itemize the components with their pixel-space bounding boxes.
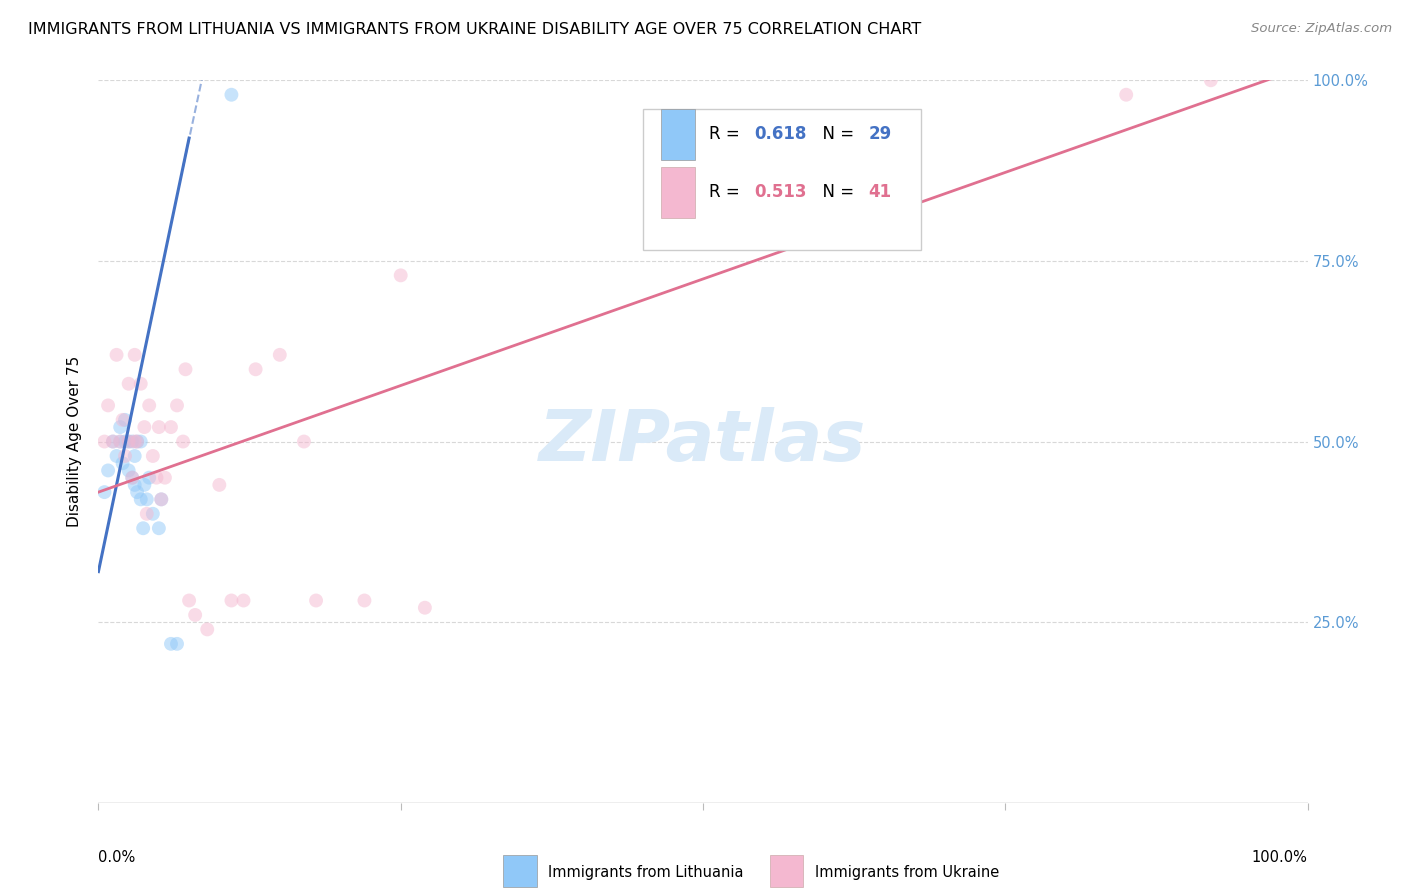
Point: [101, 434, 124, 449]
Text: IMMIGRANTS FROM LITHUANIA VS IMMIGRANTS FROM UKRAINE DISABILITY AGE OVER 75 CORR: IMMIGRANTS FROM LITHUANIA VS IMMIGRANTS …: [28, 22, 921, 37]
Point: [114, 449, 136, 463]
Point: [127, 434, 149, 449]
Point: [111, 456, 134, 470]
Point: [138, 470, 160, 484]
Point: [93, 434, 115, 449]
Point: [166, 637, 188, 651]
Point: [179, 593, 201, 607]
Point: [413, 600, 436, 615]
Text: N =: N =: [811, 183, 859, 202]
FancyBboxPatch shape: [661, 109, 695, 160]
Text: N =: N =: [811, 126, 859, 144]
FancyBboxPatch shape: [769, 855, 803, 888]
Point: [353, 593, 375, 607]
Point: [105, 348, 128, 362]
Point: [124, 478, 146, 492]
FancyBboxPatch shape: [661, 167, 695, 218]
Point: [145, 470, 167, 484]
Point: [195, 623, 218, 637]
Text: R =: R =: [709, 183, 745, 202]
Text: R =: R =: [709, 126, 745, 144]
Point: [127, 485, 149, 500]
Point: [269, 348, 291, 362]
Text: 0.618: 0.618: [754, 126, 806, 144]
Text: Immigrants from Lithuania: Immigrants from Lithuania: [548, 865, 744, 880]
Point: [121, 470, 143, 484]
Point: [1199, 73, 1222, 87]
Point: [135, 507, 157, 521]
Text: Source: ZipAtlas.com: Source: ZipAtlas.com: [1251, 22, 1392, 36]
Point: [114, 413, 136, 427]
Text: 0.513: 0.513: [754, 183, 806, 202]
Point: [129, 376, 152, 391]
Point: [108, 420, 131, 434]
Point: [142, 449, 165, 463]
Point: [138, 398, 160, 412]
Point: [118, 434, 141, 449]
Point: [166, 398, 188, 412]
Point: [150, 492, 173, 507]
Point: [134, 420, 156, 434]
Point: [142, 507, 165, 521]
Point: [93, 485, 115, 500]
Point: [232, 593, 254, 607]
Point: [118, 463, 141, 477]
Point: [108, 434, 131, 449]
Point: [172, 434, 194, 449]
Point: [160, 637, 183, 651]
Text: ZIPatlas: ZIPatlas: [540, 407, 866, 476]
Point: [150, 492, 173, 507]
FancyBboxPatch shape: [643, 109, 921, 250]
Point: [121, 470, 143, 484]
Point: [118, 434, 141, 449]
Text: Immigrants from Ukraine: Immigrants from Ukraine: [815, 865, 1000, 880]
Point: [174, 362, 197, 376]
Point: [292, 434, 315, 449]
Point: [97, 463, 120, 477]
Point: [305, 593, 328, 607]
Y-axis label: Disability Age Over 75: Disability Age Over 75: [67, 356, 83, 527]
Point: [124, 434, 146, 449]
Point: [124, 449, 146, 463]
Point: [111, 413, 134, 427]
Point: [129, 434, 152, 449]
Text: 0.0%: 0.0%: [98, 850, 135, 864]
Point: [245, 362, 267, 376]
Point: [124, 348, 146, 362]
Point: [105, 449, 128, 463]
Point: [1115, 87, 1137, 102]
Point: [148, 521, 170, 535]
Text: 100.0%: 100.0%: [1251, 850, 1308, 864]
Point: [208, 478, 231, 492]
Point: [134, 478, 156, 492]
Point: [127, 434, 149, 449]
Point: [135, 492, 157, 507]
Point: [132, 521, 155, 535]
Point: [118, 376, 141, 391]
Point: [108, 434, 131, 449]
Point: [148, 420, 170, 434]
Point: [389, 268, 412, 283]
Point: [221, 593, 243, 607]
Text: 29: 29: [869, 126, 891, 144]
Point: [160, 420, 183, 434]
Point: [101, 434, 124, 449]
Point: [121, 434, 143, 449]
Point: [97, 398, 120, 412]
FancyBboxPatch shape: [503, 855, 537, 888]
Point: [221, 87, 243, 102]
Point: [129, 492, 152, 507]
Point: [114, 434, 136, 449]
Point: [184, 607, 207, 622]
Text: 41: 41: [869, 183, 891, 202]
Point: [153, 470, 176, 484]
